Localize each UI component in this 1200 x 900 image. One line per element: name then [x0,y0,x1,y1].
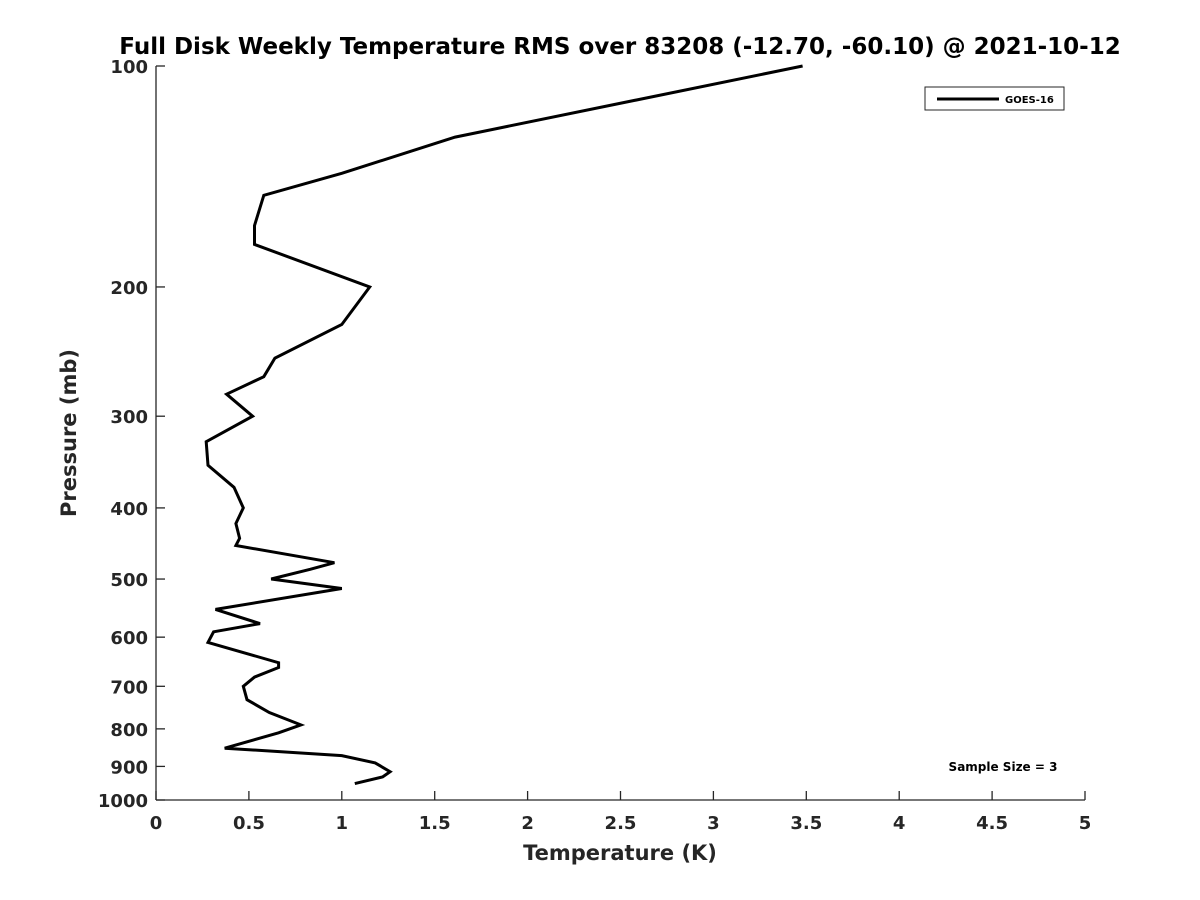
y-tick-label: 700 [110,677,148,698]
x-tick-label: 3.5 [790,813,822,834]
y-tick-label: 100 [110,57,148,78]
x-tick-label: 5 [1079,813,1092,834]
series-line-goes-16 [204,64,803,786]
x-tick-label: 1.5 [419,813,451,834]
y-axis-label: Pressure (mb) [57,349,81,517]
plot-area [155,66,1085,801]
sample-size-annotation: Sample Size = 3 [949,760,1058,774]
x-tick-label: 0 [150,813,163,834]
x-tick-label: 4.5 [976,813,1008,834]
x-axis-ticks: 0 0.5 1 1.5 2 2.5 3 3.5 4 4.5 5 [150,791,1092,834]
x-tick-label: 4 [893,813,906,834]
chart-title: Full Disk Weekly Temperature RMS over 83… [119,34,1121,60]
y-tick-label: 800 [110,720,148,741]
legend-entry-goes-16: GOES-16 [1005,95,1054,106]
x-axis-label: Temperature (K) [523,841,717,865]
x-tick-label: 2.5 [605,813,637,834]
y-tick-label: 300 [110,407,148,428]
x-tick-label: 3 [707,813,720,834]
y-axis-ticks: 100 200 300 400 500 600 700 800 900 1000 [98,57,165,812]
x-tick-label: 0.5 [233,813,265,834]
x-tick-label: 2 [521,813,534,834]
y-tick-label: 1000 [98,791,148,812]
y-tick-label: 500 [110,570,148,591]
y-tick-label: 600 [110,628,148,649]
y-tick-label: 200 [110,278,148,299]
x-tick-label: 1 [336,813,349,834]
legend: GOES-16 [924,86,1065,111]
y-tick-label: 900 [110,757,148,778]
y-tick-label: 400 [110,499,148,520]
